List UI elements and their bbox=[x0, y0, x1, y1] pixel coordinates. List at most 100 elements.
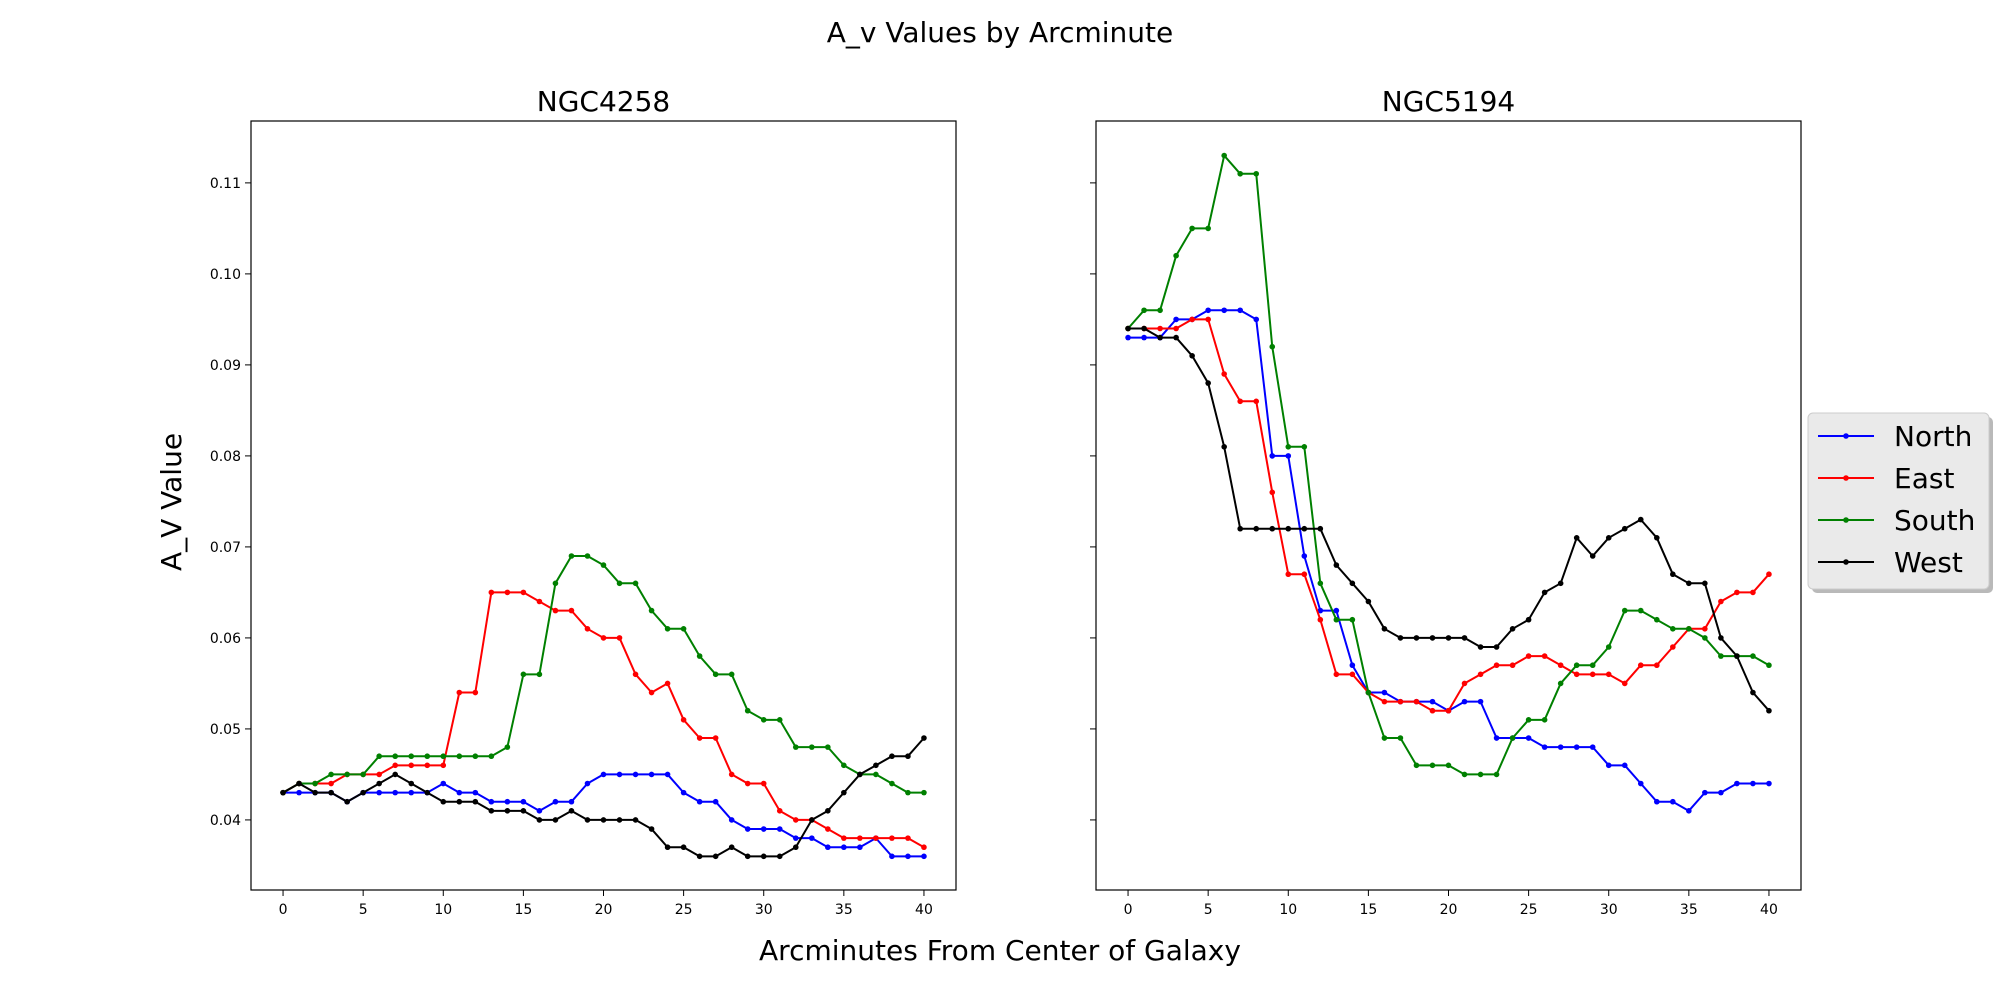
x-tick-label: 5 bbox=[359, 902, 368, 918]
data-point-west bbox=[825, 808, 831, 814]
data-point-west bbox=[504, 808, 511, 814]
data-point-west bbox=[921, 735, 927, 741]
data-point-east bbox=[1637, 662, 1644, 669]
data-point-south bbox=[1429, 762, 1436, 769]
data-point-south bbox=[1525, 717, 1532, 723]
data-point-east bbox=[1253, 398, 1260, 405]
data-point-north bbox=[1317, 607, 1324, 614]
data-point-west bbox=[1654, 535, 1660, 541]
data-point-north bbox=[1381, 689, 1388, 696]
data-point-east bbox=[1445, 707, 1452, 714]
data-point-south bbox=[905, 789, 911, 796]
data-point-north bbox=[1429, 698, 1436, 705]
data-point-south bbox=[648, 607, 655, 614]
x-axis-label: Arcminutes From Center of Galaxy bbox=[759, 934, 1241, 967]
data-point-south bbox=[776, 717, 783, 723]
data-point-east bbox=[520, 589, 527, 596]
data-point-east bbox=[648, 689, 655, 696]
data-point-south bbox=[1365, 689, 1372, 696]
data-point-west bbox=[1766, 707, 1772, 714]
data-point-west bbox=[776, 853, 783, 860]
data-point-east bbox=[1702, 626, 1708, 632]
data-point-west bbox=[1269, 525, 1276, 532]
legend-marker-west bbox=[1843, 559, 1849, 565]
data-point-west bbox=[1750, 689, 1756, 696]
data-point-north bbox=[1141, 334, 1147, 341]
data-point-south bbox=[1573, 662, 1580, 669]
data-point-west bbox=[1445, 635, 1452, 641]
data-point-east bbox=[1221, 371, 1227, 377]
data-point-south bbox=[1189, 225, 1195, 232]
data-point-north bbox=[408, 789, 415, 796]
data-point-east bbox=[328, 780, 334, 787]
data-point-west bbox=[648, 826, 655, 832]
data-point-north bbox=[696, 798, 703, 805]
data-point-west bbox=[1557, 580, 1564, 587]
x-tick-label: 20 bbox=[595, 902, 613, 918]
data-point-south bbox=[1621, 607, 1628, 614]
y-tick-label: 0.04 bbox=[210, 813, 241, 829]
data-point-east bbox=[905, 835, 911, 841]
data-point-west bbox=[600, 817, 607, 823]
data-point-south bbox=[440, 753, 447, 760]
y-tick-label: 0.08 bbox=[210, 449, 241, 465]
legend: North East South West bbox=[1807, 412, 1993, 593]
data-point-south bbox=[728, 671, 735, 678]
data-point-north bbox=[536, 808, 543, 814]
panel-title: NGC5194 bbox=[1382, 85, 1515, 118]
data-point-west bbox=[408, 780, 415, 787]
x-tick-label: 15 bbox=[1359, 902, 1377, 918]
panel-title: NGC4258 bbox=[537, 85, 670, 118]
data-point-west bbox=[841, 789, 847, 796]
data-point-south bbox=[1445, 762, 1452, 769]
y-tick-label: 0.07 bbox=[210, 540, 241, 556]
plot-frame bbox=[1095, 120, 1802, 891]
data-point-north bbox=[472, 789, 479, 796]
data-point-west bbox=[873, 762, 879, 769]
legend-label-east: East bbox=[1894, 462, 1954, 495]
data-point-south bbox=[488, 753, 495, 760]
x-tick-label: 5 bbox=[1204, 902, 1213, 918]
data-point-south bbox=[360, 771, 366, 778]
data-point-north bbox=[600, 771, 607, 778]
data-point-south bbox=[1333, 616, 1340, 623]
data-point-north bbox=[648, 771, 655, 778]
data-point-east bbox=[1317, 616, 1324, 623]
data-point-west bbox=[1589, 553, 1596, 559]
data-point-west bbox=[280, 789, 286, 796]
data-point-west bbox=[1509, 626, 1516, 632]
data-point-north bbox=[1734, 780, 1740, 787]
data-point-west bbox=[1397, 635, 1404, 641]
data-point-west bbox=[1333, 562, 1340, 568]
data-point-south bbox=[1605, 644, 1612, 650]
data-point-south bbox=[408, 753, 415, 760]
data-point-east bbox=[472, 689, 479, 696]
data-point-east bbox=[1429, 707, 1436, 714]
data-point-north bbox=[889, 853, 895, 860]
legend-label-west: West bbox=[1894, 546, 1963, 579]
x-tick-label: 10 bbox=[434, 902, 452, 918]
data-point-north bbox=[1654, 798, 1660, 805]
data-point-east bbox=[1461, 680, 1468, 687]
data-point-south bbox=[392, 753, 399, 760]
data-point-east bbox=[536, 598, 543, 605]
data-point-east bbox=[392, 762, 399, 769]
data-point-north bbox=[504, 798, 511, 805]
data-point-south bbox=[1397, 735, 1404, 741]
data-point-west bbox=[1157, 334, 1163, 341]
x-tick-label: 35 bbox=[835, 902, 853, 918]
data-point-north bbox=[568, 798, 575, 805]
data-point-east bbox=[857, 835, 863, 841]
data-point-south bbox=[1141, 307, 1147, 314]
data-point-east bbox=[728, 771, 735, 778]
data-point-north bbox=[1573, 744, 1580, 750]
data-point-west bbox=[1429, 635, 1436, 641]
x-tick-label: 15 bbox=[514, 902, 532, 918]
data-point-west bbox=[1253, 525, 1260, 532]
data-point-east bbox=[1381, 698, 1388, 705]
data-point-south bbox=[376, 753, 382, 760]
panel-ngc4258: NGC4258 0 5 10 15 20 25 30 35 40 0.04 0.05 0.06 0.07 0… bbox=[210, 85, 957, 918]
data-point-south bbox=[1589, 662, 1596, 669]
data-point-east bbox=[1493, 662, 1500, 669]
